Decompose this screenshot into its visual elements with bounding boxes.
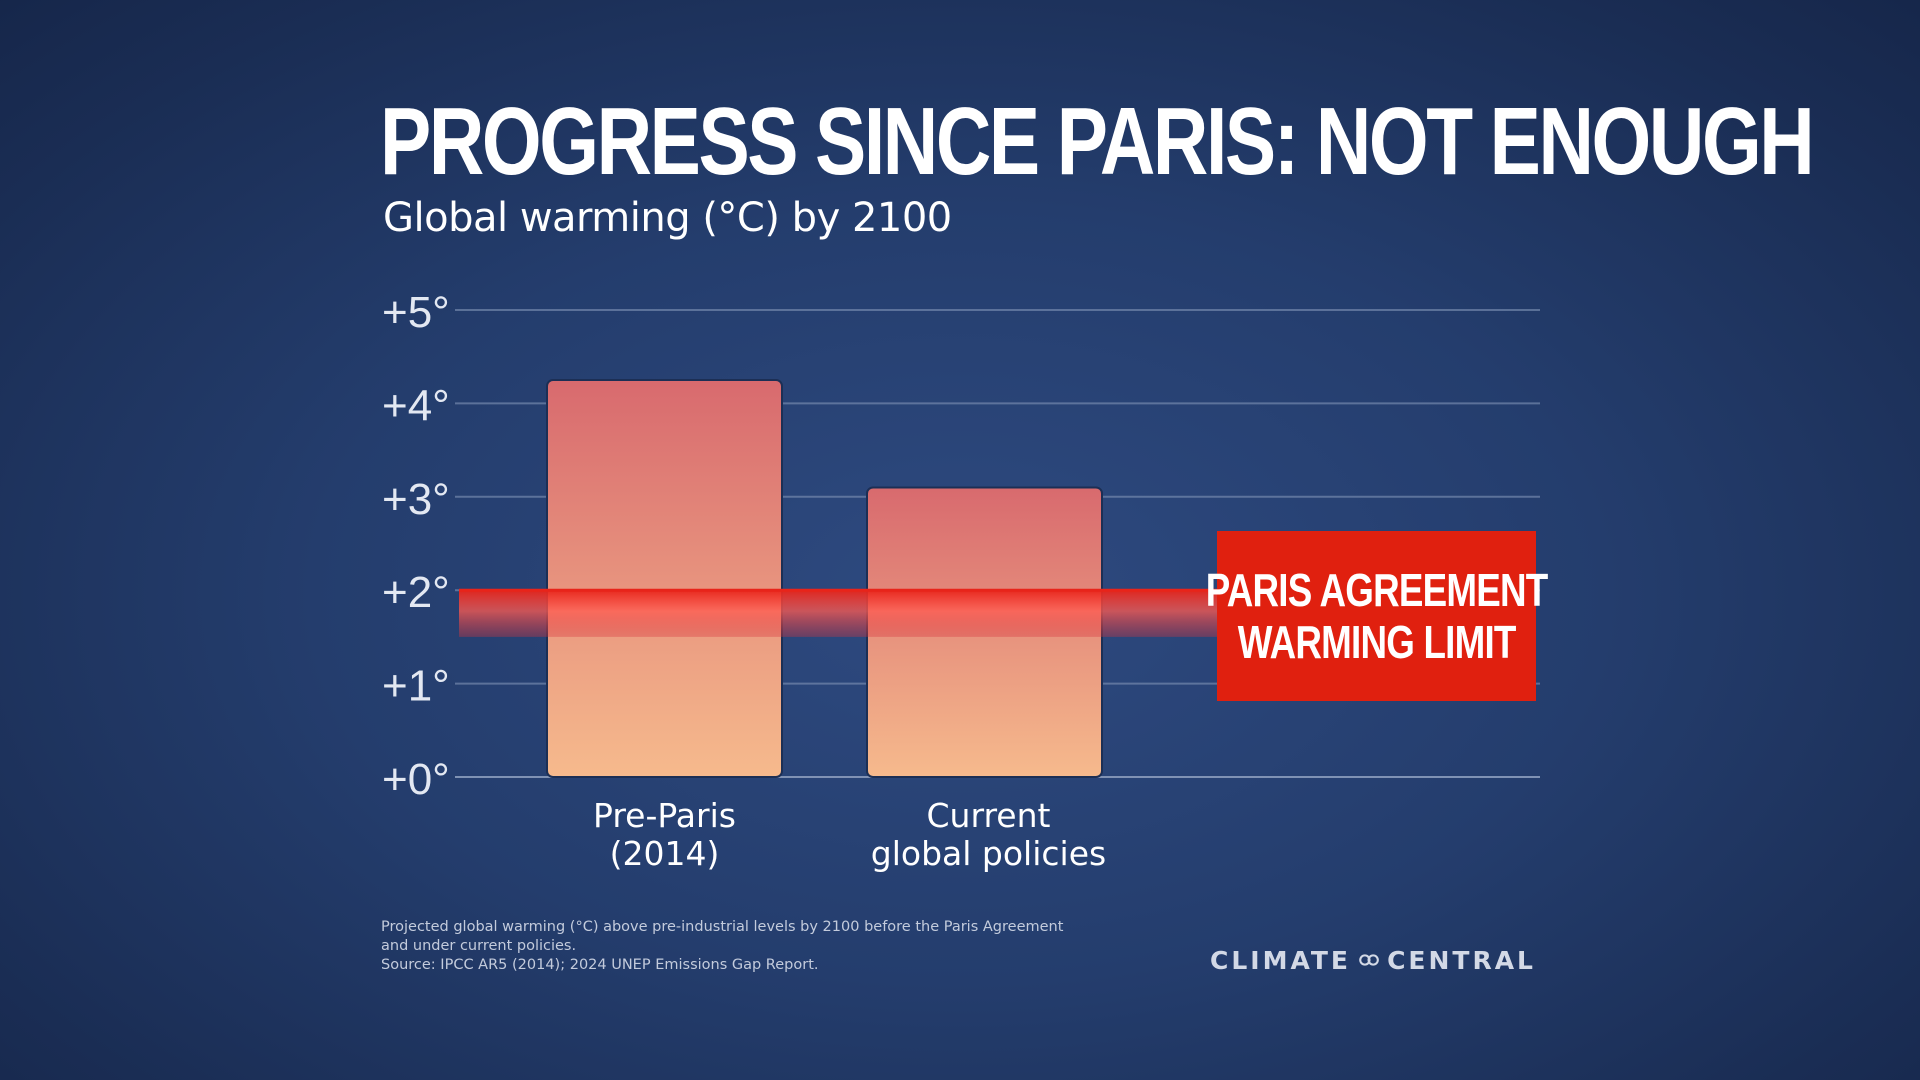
footnote-line-1: Projected global warming (°C) above pre-…: [381, 919, 1064, 935]
category-label-2-line-1: Current: [927, 796, 1051, 835]
paris-limit-band-layer: [459, 588, 1217, 637]
y-axis-ticks: +0° +1° +2° +3° +4° +5°: [382, 288, 450, 804]
y-tick-label-1: +1°: [382, 662, 450, 711]
source-line: Source: IPCC AR5 (2014); 2024 UNEP Emiss…: [381, 957, 819, 973]
category-label-1-line-2: (2014): [610, 834, 720, 873]
climate-central-rings-icon: [1359, 954, 1379, 966]
footnote-line-2: and under current policies.: [381, 938, 577, 954]
climate-central-logo: CLIMATE CENTRAL: [1210, 940, 1536, 980]
y-tick-label-2: +2°: [382, 568, 450, 617]
paris-limit-band: [459, 590, 1217, 637]
logo-text-right: CENTRAL: [1387, 945, 1536, 975]
y-tick-label-5: +5°: [382, 288, 450, 337]
paris-limit-label-line-2: WARMING LIMIT: [1237, 616, 1517, 668]
y-tick-label-4: +4°: [382, 381, 450, 430]
footnote: Projected global warming (°C) above pre-…: [381, 918, 1101, 975]
paris-limit-label-line-1: PARIS AGREEMENT: [1205, 564, 1549, 616]
logo-text-left: CLIMATE: [1210, 945, 1351, 975]
y-tick-label-0: +0°: [382, 755, 450, 804]
chart-subtitle: Global warming (°C) by 2100: [383, 195, 952, 241]
bars: [546, 379, 1103, 778]
paris-limit-label: PARIS AGREEMENT WARMING LIMIT: [1206, 531, 1548, 701]
category-label-1-line-1: Pre-Paris: [593, 796, 736, 835]
bar-pre-paris: [546, 379, 783, 778]
chart-title: PROGRESS SINCE PARIS: NOT ENOUGH: [380, 88, 1815, 195]
y-tick-label-3: +3°: [382, 475, 450, 524]
category-label-2-line-2: global policies: [871, 834, 1106, 873]
